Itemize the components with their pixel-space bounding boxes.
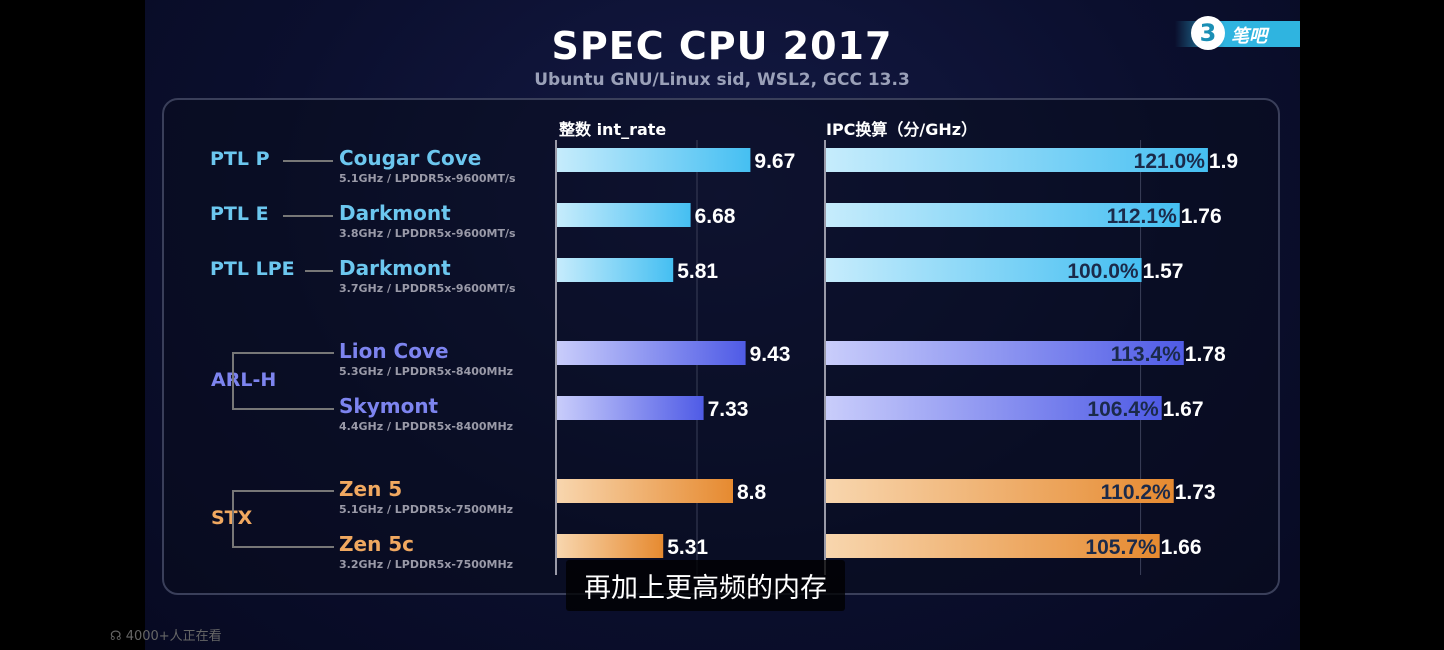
ipc-value-label: 1.57: [1143, 260, 1184, 283]
category-spec: 3.8GHz / LPDDR5x-9600MT/s: [339, 227, 516, 240]
ipc-value-label: 1.73: [1175, 481, 1216, 504]
bracket-arl-h: [232, 352, 334, 410]
category-spec: 5.1GHz / LPDDR5x-7500MHz: [339, 503, 514, 516]
ipc-bar: [826, 396, 1162, 420]
viewer-count: ☊ 4000+人正在看: [110, 625, 222, 644]
category-name: Skymont: [339, 394, 439, 418]
ipc-relative-label: 110.2%: [1101, 481, 1171, 504]
ipc-header: IPC换算（分/GHz）: [826, 120, 978, 139]
int-rate-value-label: 6.68: [695, 205, 736, 228]
int-rate-value-label: 8.8: [737, 481, 767, 504]
int-rate-value-label: 9.67: [754, 150, 795, 173]
ipc-value-label: 1.66: [1161, 536, 1202, 559]
ipc-bar: [826, 258, 1142, 282]
logo-mark: 3: [1191, 16, 1225, 50]
video-subtitle: 再加上更高频的内存: [566, 560, 845, 611]
int-rate-bar: [557, 203, 691, 227]
ipc-bar: [826, 479, 1174, 503]
ipc-relative-label: 121.0%: [1134, 150, 1206, 173]
logo-text: 笔吧: [1231, 26, 1267, 47]
int-rate-bar: [557, 341, 746, 365]
connector-line: [283, 215, 333, 217]
channel-logo: 3 笔吧: [1175, 16, 1300, 50]
group-label-arl-h: ARL-H: [211, 369, 277, 391]
int-rate-value-label: 9.43: [750, 343, 791, 366]
viewer-count-text: 4000+人正在看: [125, 629, 222, 644]
category-spec: 5.1GHz / LPDDR5x-9600MT/s: [339, 172, 516, 185]
group-label-ptl-p: PTL P: [210, 148, 270, 170]
ipc-value-label: 1.9: [1209, 150, 1238, 173]
int-rate-bar: [557, 396, 704, 420]
bracket-stx: [232, 490, 334, 548]
category-spec: 3.7GHz / LPDDR5x-9600MT/s: [339, 282, 516, 295]
group-label-stx: STX: [211, 507, 253, 529]
ipc-relative-label: 100.0%: [1067, 260, 1139, 283]
headphones-icon: ☊: [110, 629, 122, 644]
category-name: Darkmont: [339, 256, 451, 280]
category-name: Zen 5: [339, 477, 403, 501]
ipc-value-label: 1.78: [1185, 343, 1226, 366]
chart-subtitle: Ubuntu GNU/Linux sid, WSL2, GCC 13.3: [534, 70, 910, 90]
connector-line: [283, 160, 333, 162]
category-name: Lion Cove: [339, 339, 449, 363]
connector-line: [305, 270, 333, 272]
ipc-bar: [826, 148, 1208, 172]
chart-title: SPEC CPU 2017: [551, 24, 893, 68]
ipc-value-label: 1.67: [1163, 398, 1204, 421]
int-rate-header: 整数 int_rate: [559, 120, 667, 139]
int-rate-bar: [557, 534, 664, 558]
category-name: Cougar Cove: [339, 146, 482, 170]
ipc-relative-label: 106.4%: [1087, 398, 1159, 421]
category-spec: 4.4GHz / LPDDR5x-8400MHz: [339, 420, 514, 433]
group-label-ptl-lpe: PTL LPE: [210, 258, 295, 280]
ipc-value-label: 1.76: [1181, 205, 1222, 228]
ipc-bar: [826, 203, 1180, 227]
category-spec: 5.3GHz / LPDDR5x-8400MHz: [339, 365, 514, 378]
category-spec: 3.2GHz / LPDDR5x-7500MHz: [339, 558, 514, 571]
group-label-ptl-e: PTL E: [210, 203, 269, 225]
ipc-relative-label: 112.1%: [1107, 205, 1177, 228]
int-rate-value-label: 7.33: [708, 398, 749, 421]
ipc-relative-label: 113.4%: [1111, 343, 1181, 366]
category-name: Zen 5c: [339, 532, 415, 556]
category-name: Darkmont: [339, 201, 451, 225]
int-rate-bar: [557, 258, 674, 282]
ipc-bar: [826, 534, 1160, 558]
int-rate-value-label: 5.81: [677, 260, 718, 283]
ipc-bar: [826, 341, 1184, 365]
int-rate-bar: [557, 148, 751, 172]
ipc-relative-label: 105.7%: [1085, 536, 1157, 559]
int-rate-value-label: 5.31: [667, 536, 708, 559]
int-rate-bar: [557, 479, 733, 503]
